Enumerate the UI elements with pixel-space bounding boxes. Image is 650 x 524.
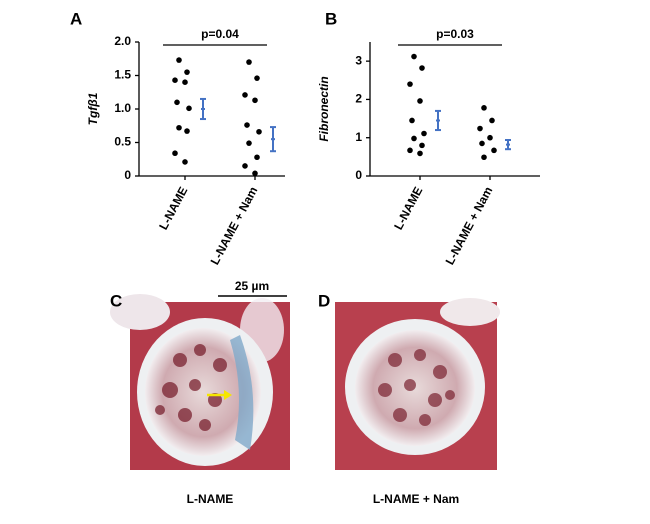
data-point [411, 53, 417, 60]
p-value: p=0.04 [201, 27, 239, 41]
histology-image [110, 294, 290, 470]
data-point [421, 130, 427, 137]
y-tick-label: 1.0 [114, 101, 131, 115]
data-point [252, 97, 258, 104]
y-tick-label: 0 [355, 168, 362, 182]
panel-label: D [318, 291, 330, 310]
y-tick-label: 2.0 [114, 34, 131, 48]
data-point [407, 147, 413, 154]
histology-image [335, 298, 500, 470]
data-point [479, 140, 485, 147]
data-point [184, 69, 190, 75]
panel-label: A [70, 9, 82, 28]
panel-label: C [110, 291, 122, 310]
y-tick-label: 2 [355, 92, 362, 106]
data-point [481, 105, 487, 111]
data-point [242, 92, 248, 98]
data-point [417, 150, 423, 157]
panel-label: B [325, 9, 337, 28]
image-caption: L-NAME + Nam [373, 492, 459, 506]
data-point [182, 79, 188, 85]
data-point [409, 117, 415, 124]
x-tick-label: L-NAME + Nam [208, 184, 261, 267]
x-tick-label: L-NAME [156, 184, 190, 232]
data-point [242, 163, 248, 169]
data-point [254, 75, 260, 81]
data-point [172, 77, 178, 83]
y-axis-label: Fibronectin [317, 76, 331, 141]
x-tick-label: L-NAME [391, 184, 425, 232]
data-point [487, 134, 493, 141]
data-point [246, 59, 252, 65]
data-point [417, 98, 423, 104]
data-point [481, 154, 487, 161]
data-point [419, 65, 425, 71]
data-point [252, 170, 258, 177]
image-caption: L-NAME [187, 492, 234, 506]
data-point [176, 57, 182, 63]
data-point [176, 124, 182, 131]
mean-error [505, 139, 511, 151]
data-point [184, 128, 190, 134]
y-tick-label: 1 [355, 130, 362, 144]
mean-error [200, 97, 206, 121]
data-point [489, 117, 495, 124]
data-point [256, 128, 262, 135]
mean-error [270, 126, 276, 153]
data-point [491, 147, 497, 154]
data-point [246, 140, 252, 146]
scale-bar-label: 25 µm [235, 279, 269, 293]
data-point [186, 105, 192, 112]
y-tick-label: 3 [355, 53, 362, 67]
x-tick-label: L-NAME + Nam [443, 184, 496, 267]
y-tick-label: 0.5 [114, 135, 131, 149]
data-point [182, 159, 188, 165]
y-tick-label: 1.5 [114, 68, 131, 82]
data-point [172, 150, 178, 157]
data-point [477, 125, 483, 132]
y-axis-label: Tgfβ1 [86, 92, 100, 125]
y-tick-label: 0 [124, 168, 131, 182]
data-point [407, 81, 413, 87]
data-point [174, 99, 180, 106]
data-point [254, 154, 260, 161]
data-point [244, 122, 250, 128]
mean-error [435, 109, 441, 132]
p-value: p=0.03 [436, 27, 474, 41]
data-point [419, 142, 425, 149]
data-point [411, 135, 417, 142]
